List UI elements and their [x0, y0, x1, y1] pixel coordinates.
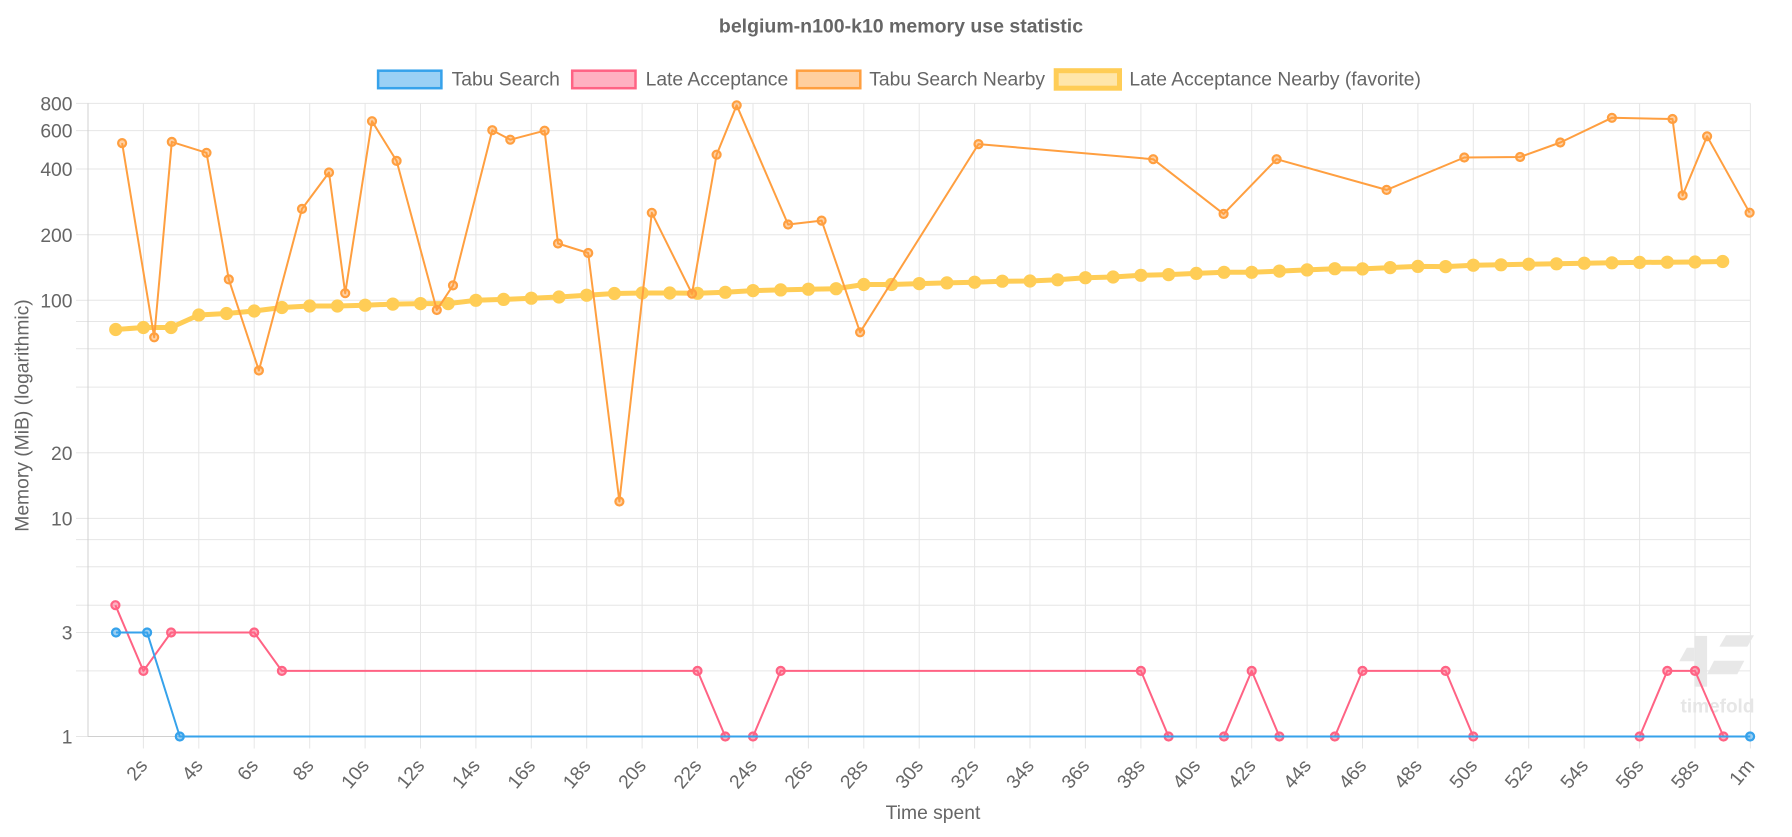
svg-text:800: 800: [40, 95, 72, 116]
svg-text:400: 400: [40, 160, 72, 181]
svg-text:20: 20: [51, 444, 72, 465]
svg-text:Tabu Search: Tabu Search: [452, 70, 560, 91]
svg-text:600: 600: [40, 122, 72, 143]
svg-text:Time spent: Time spent: [886, 803, 981, 824]
svg-text:1: 1: [62, 728, 73, 749]
svg-text:100: 100: [40, 291, 72, 312]
svg-text:belgium-n100-k10 memory use st: belgium-n100-k10 memory use statistic: [719, 16, 1083, 38]
svg-text:3: 3: [62, 624, 73, 645]
svg-text:Memory (MiB) (logarithmic): Memory (MiB) (logarithmic): [13, 299, 34, 531]
svg-text:Late Acceptance Nearby (favori: Late Acceptance Nearby (favorite): [1129, 70, 1421, 91]
svg-text:Late Acceptance: Late Acceptance: [646, 70, 789, 91]
svg-text:10: 10: [51, 510, 72, 531]
svg-text:timefold: timefold: [1681, 697, 1755, 718]
svg-text:Tabu Search Nearby: Tabu Search Nearby: [869, 70, 1045, 91]
svg-text:200: 200: [40, 226, 72, 247]
